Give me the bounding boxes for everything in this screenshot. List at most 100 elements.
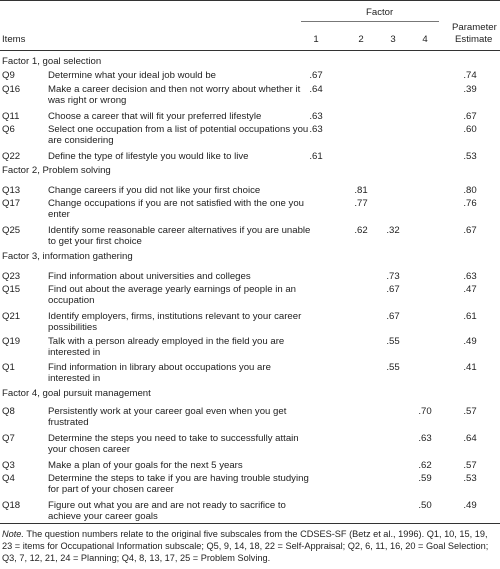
factor-4-loading: .70 — [418, 406, 432, 417]
item-text: Make a career decision and then not worr… — [48, 84, 301, 106]
factor-2-loading: .77 — [354, 198, 368, 209]
item-id: Q9 — [2, 70, 15, 81]
item-text: Identify employers, firms, institutions … — [48, 311, 302, 333]
parameter-estimate: .49 — [463, 500, 477, 511]
factor-3-loading: .55 — [386, 362, 400, 373]
table-row: Q19 Talk with a person already employed … — [0, 336, 500, 358]
item-text: Change occupations if you are not satisf… — [48, 198, 304, 220]
section-title: Factor 3, information gathering — [2, 251, 133, 262]
items-header: Items — [2, 34, 26, 45]
factor-4-loading: .50 — [418, 500, 432, 511]
section-title: Factor 4, goal pursuit management — [2, 388, 151, 399]
table-row: Q8 Persistently work at your career goal… — [0, 406, 500, 428]
parameter-estimate: .39 — [463, 84, 477, 95]
item-id: Q23 — [2, 271, 21, 282]
table-row: Q7 Determine the steps you need to take … — [0, 433, 500, 455]
item-id: Q6 — [2, 124, 15, 135]
table-row: Q15 Find out about the average yearly ea… — [0, 284, 500, 306]
factor-3-loading: .32 — [386, 225, 400, 236]
parameter-estimate: .63 — [463, 271, 477, 282]
note-label: Note. — [2, 529, 24, 539]
factor-4-loading: .62 — [418, 460, 432, 471]
factor-3-loading: .67 — [386, 284, 400, 295]
item-text: Find out about the average yearly earnin… — [48, 284, 297, 306]
item-id: Q19 — [2, 336, 21, 347]
factor-col-2: 2 — [358, 34, 364, 45]
item-text: Select one occupation from a list of pot… — [48, 124, 309, 146]
factor-4-loading: .63 — [418, 433, 432, 444]
table-row: Q6 Select one occupation from a list of … — [0, 124, 500, 146]
item-id: Q8 — [2, 406, 15, 417]
factor-col-4: 4 — [422, 34, 428, 45]
parameter-estimate: .80 — [463, 185, 477, 196]
item-text: Define the type of lifestyle you would l… — [48, 151, 249, 162]
parameter-estimate: .53 — [463, 473, 477, 484]
factor-header: Factor — [366, 7, 394, 18]
parameter-estimate: .57 — [463, 406, 477, 417]
parameter-estimate: .67 — [463, 111, 477, 122]
item-id: Q21 — [2, 311, 21, 322]
table-row: Q18 Figure out what you are and are not … — [0, 500, 500, 522]
parameter-estimate: .49 — [463, 336, 477, 347]
table-row: Q11 Choose a career that will fit your p… — [0, 111, 500, 133]
estimate-header: Estimate — [455, 34, 493, 45]
item-text: Find information in library about occupa… — [48, 362, 271, 384]
table-row: Q9 Determine what your ideal job would b… — [0, 70, 500, 92]
item-id: Q11 — [2, 111, 20, 122]
item-text: Persistently work at your career goal ev… — [48, 406, 287, 428]
parameter-estimate: .64 — [463, 433, 477, 444]
table-note: Note. The question numbers relate to the… — [2, 528, 497, 564]
factor-col-1: 1 — [313, 34, 319, 45]
parameter-estimate: .47 — [463, 284, 477, 295]
item-id: Q1 — [2, 362, 15, 373]
factor-1-loading: .61 — [309, 151, 323, 162]
note-text: The question numbers relate to the origi… — [2, 529, 489, 563]
parameter-estimate: .67 — [463, 225, 477, 236]
parameter-header: Parameter — [452, 22, 497, 33]
item-id: Q18 — [2, 500, 21, 511]
parameter-estimate: .60 — [463, 124, 477, 135]
item-id: Q25 — [2, 225, 21, 236]
parameter-estimate: .57 — [463, 460, 477, 471]
factor-2-loading: .62 — [354, 225, 368, 236]
factor-2-loading: .81 — [354, 185, 368, 196]
item-text: Talk with a person already employed in t… — [48, 336, 285, 358]
item-text: Find information about universities and … — [48, 271, 251, 282]
parameter-estimate: .76 — [463, 198, 477, 209]
item-id: Q17 — [2, 198, 21, 209]
item-text: Choose a career that will fit your prefe… — [48, 111, 262, 122]
factor-1-loading: .63 — [309, 111, 323, 122]
parameter-estimate: .74 — [463, 70, 477, 81]
parameter-estimate: .53 — [463, 151, 477, 162]
item-id: Q15 — [2, 284, 21, 295]
header-rule — [0, 50, 500, 51]
factor-3-loading: .67 — [386, 311, 400, 322]
factor-col-3: 3 — [390, 34, 396, 45]
factor-1-loading: .63 — [309, 124, 323, 135]
section-title: Factor 1, goal selection — [2, 56, 102, 67]
factor-3-loading: .73 — [386, 271, 400, 282]
item-text: Change careers if you did not like your … — [48, 185, 261, 196]
item-text: Make a plan of your goals for the next 5… — [48, 460, 243, 471]
table-row: Q23 Find information about universities … — [0, 271, 500, 293]
table-row: Q3 Make a plan of your goals for the nex… — [0, 460, 500, 482]
item-id: Q7 — [2, 433, 15, 444]
item-id: Q3 — [2, 460, 15, 471]
factor-1-loading: .64 — [309, 84, 323, 95]
table-row: Q4 Determine the steps to take if you ar… — [0, 473, 500, 495]
item-id: Q16 — [2, 84, 21, 95]
factor-underline — [301, 21, 439, 22]
parameter-estimate: .61 — [463, 311, 477, 322]
section-title: Factor 2, Problem solving — [2, 165, 111, 176]
table-row: Q25 Identify some reasonable career alte… — [0, 225, 500, 247]
table-row: Q21 Identify employers, firms, instituti… — [0, 311, 500, 333]
table-row: Q13 Change careers if you did not like y… — [0, 185, 500, 207]
table-row: Q22 Define the type of lifestyle you wou… — [0, 151, 500, 173]
item-text: Determine the steps to take if you are h… — [48, 473, 309, 495]
bottom-rule — [0, 523, 500, 524]
parameter-estimate: .41 — [463, 362, 477, 373]
factor-4-loading: .59 — [418, 473, 432, 484]
table-row: Q16 Make a career decision and then not … — [0, 84, 500, 106]
table-row: Q17 Change occupations if you are not sa… — [0, 198, 500, 220]
